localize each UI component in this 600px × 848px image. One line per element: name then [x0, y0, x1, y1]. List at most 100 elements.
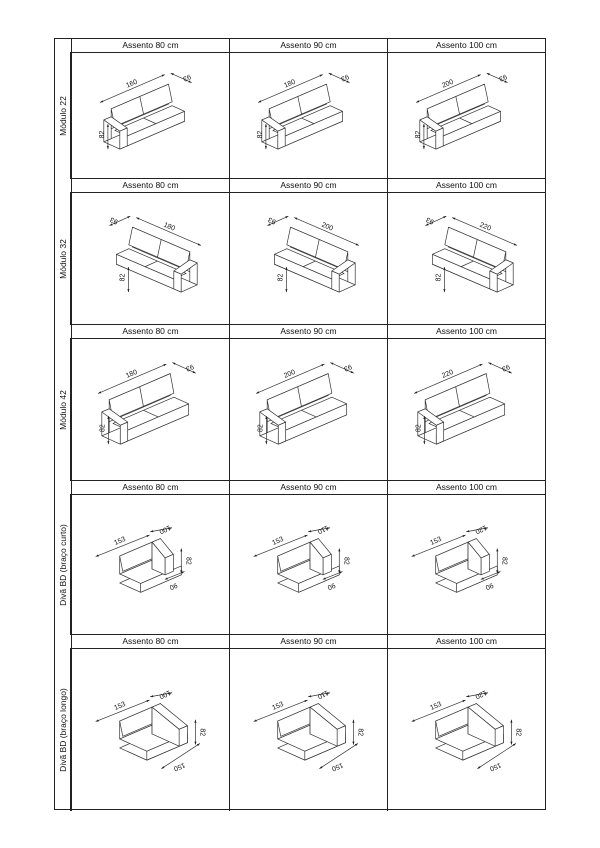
height-label: 82: [277, 274, 284, 282]
front-label: 90: [168, 581, 178, 591]
height-dimension-line: [264, 123, 267, 150]
drawing-cell: 180 93 82: [71, 338, 229, 481]
depth-label: 93: [182, 72, 192, 82]
sofa-arm-front: [277, 127, 286, 150]
width-dimension-line: [411, 534, 466, 557]
diva-arm-side: [309, 541, 324, 576]
seat-split-line: [143, 409, 159, 418]
front-dimension-line: [322, 571, 343, 580]
seat-split-line: [145, 260, 158, 267]
depth-dimension-line: [466, 527, 489, 533]
depth-label: 93: [425, 215, 435, 225]
back-split-line: [139, 386, 144, 407]
depth-dimension-line: [109, 215, 131, 226]
column-header-row: Assento 80 cm Assento 90 cm Assento 100 cm: [71, 178, 545, 193]
height-label: 82: [184, 557, 191, 565]
height-label: 82: [435, 274, 442, 282]
column-header: Assento 100 cm: [387, 635, 545, 648]
depth-label: 100: [158, 523, 172, 534]
seat-split-line: [301, 117, 314, 124]
height-label: 82: [356, 728, 363, 736]
width-label: 153: [271, 701, 285, 712]
depth-label: 93: [267, 215, 277, 225]
column-header-row: Assento 80 cm Assento 90 cm Assento 100 cm: [71, 480, 545, 495]
width-label: 220: [478, 222, 492, 233]
column-header: Assento 90 cm: [229, 179, 387, 192]
drawing-cell: 153 100 82 90: [71, 494, 229, 635]
height-label: 82: [198, 728, 205, 736]
furniture-drawing: 153 110 82 90: [253, 524, 349, 593]
drawing-cell: 153 110 82 90: [229, 494, 387, 635]
sofa-arm-front: [119, 421, 129, 445]
front-label: 90: [484, 581, 494, 591]
height-dimension-line: [496, 548, 499, 574]
seat-split-line: [301, 409, 317, 418]
depth-dimension-line: [425, 215, 447, 226]
width-dimension-line: [294, 217, 360, 246]
front-label: 90: [326, 581, 336, 591]
height-dimension-line: [285, 266, 288, 293]
height-dimension-line: [510, 719, 513, 745]
column-header: Assento 100 cm: [387, 179, 545, 192]
row-label: Módulo 22: [57, 95, 68, 136]
row-header: Módulo 42: [55, 338, 71, 481]
depth-dimension-line: [172, 362, 196, 374]
seat-split-line: [143, 117, 156, 124]
width-dimension-line: [257, 74, 323, 103]
diva-arm-side: [309, 706, 338, 747]
back-split-line: [157, 239, 162, 258]
seat-split-line: [303, 260, 316, 267]
height-label: 82: [257, 131, 264, 139]
width-label: 153: [113, 536, 127, 547]
furniture-drawing: 160 93 82: [99, 72, 192, 150]
depth-label: 93: [343, 362, 353, 372]
column-header: Assento 80 cm: [71, 179, 229, 192]
diva-arm-front: [336, 725, 346, 747]
height-dimension-line: [180, 548, 183, 574]
width-label: 153: [113, 701, 127, 712]
column-header-row: Assento 80 cm Assento 90 cm Assento 100 cm: [71, 324, 545, 339]
furniture-drawing: 153 110 82 150: [253, 689, 363, 772]
width-label: 200: [283, 369, 297, 380]
drawing-cell: 200 93 82: [387, 52, 545, 179]
furniture-drawing: 153 120 82 90: [411, 523, 507, 593]
back-split-line: [455, 96, 460, 115]
front-label: 150: [172, 761, 186, 772]
sofa-arm-front: [277, 421, 287, 445]
furniture-drawing: 153 100 82 150: [95, 688, 205, 772]
diva-arm-side: [151, 706, 180, 747]
sofa-arm-front: [173, 270, 182, 293]
drawing-cell: 180 93 82: [71, 192, 229, 325]
diva-arm-side: [467, 706, 496, 747]
furniture-drawing: 200 93 82: [267, 215, 360, 293]
drawing-cell: 200 93 82: [229, 338, 387, 481]
furniture-drawing: 153 100 82 90: [95, 523, 191, 593]
depth-label: 120: [474, 688, 488, 699]
front-dimension-line: [161, 743, 201, 770]
drawing-cell: 153 100 82 150: [71, 648, 229, 811]
column-header: Assento 90 cm: [229, 325, 387, 338]
row-header: Módulo 32: [55, 192, 71, 325]
width-label: 180: [125, 369, 139, 380]
depth-label: 93: [498, 72, 508, 82]
depth-label: 93: [109, 215, 119, 225]
width-dimension-line: [99, 74, 165, 103]
depth-label: 93: [501, 362, 511, 372]
depth-dimension-line: [308, 527, 331, 533]
width-dimension-line: [253, 534, 308, 557]
depth-dimension-line: [170, 72, 192, 83]
column-header: Assento 100 cm: [387, 39, 545, 52]
width-label: 160: [125, 79, 139, 90]
row-header: Divã BD (braço longo): [55, 648, 71, 811]
back-split-line: [473, 239, 478, 258]
width-dimension-line: [413, 363, 483, 394]
width-dimension-line: [411, 699, 466, 722]
column-header: Assento 80 cm: [71, 635, 229, 648]
height-label: 82: [500, 557, 507, 565]
diva-arm-front: [164, 554, 174, 576]
sofa-arm-front: [489, 270, 498, 293]
column-header: Assento 100 cm: [387, 325, 545, 338]
height-dimension-line: [106, 123, 109, 150]
drawing-cell: 153 110 82 150: [229, 648, 387, 811]
row-label: Módulo 32: [57, 238, 68, 279]
